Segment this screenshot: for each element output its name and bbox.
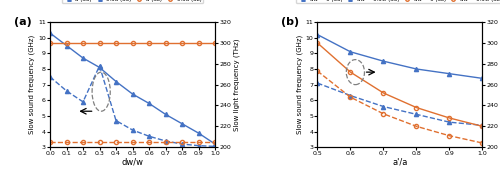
X-axis label: dw/w: dw/w bbox=[122, 158, 144, 167]
X-axis label: a'/a: a'/a bbox=[392, 158, 407, 167]
Legend: dw = 0 (SS), dw = 0.5w (SS), dw = 0 (SL), dw = 0.5w (SL): dw = 0 (SS), dw = 0.5w (SS), dw = 0 (SL)… bbox=[296, 0, 500, 3]
Legend: a (SS), 0.5a (SS), a (SL), 0.5a (SL): a (SS), 0.5a (SS), a (SL), 0.5a (SL) bbox=[62, 0, 203, 3]
Y-axis label: Slow sound frequency (GHz): Slow sound frequency (GHz) bbox=[29, 35, 35, 134]
Y-axis label: Slow sound frequency (GHz): Slow sound frequency (GHz) bbox=[296, 35, 302, 134]
Text: (a): (a) bbox=[14, 17, 32, 27]
Y-axis label: Slow light frequency (THz): Slow light frequency (THz) bbox=[234, 38, 240, 131]
Text: (b): (b) bbox=[281, 17, 299, 27]
